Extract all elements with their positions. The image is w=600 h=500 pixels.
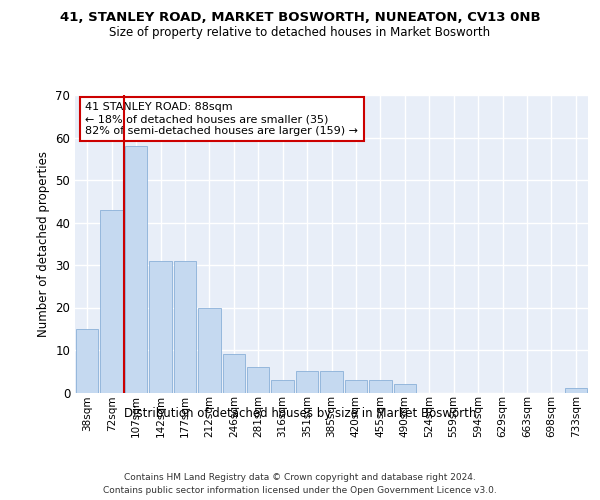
Bar	[296, 371, 319, 392]
Text: Contains HM Land Registry data © Crown copyright and database right 2024.: Contains HM Land Registry data © Crown c…	[124, 472, 476, 482]
Bar	[125, 146, 148, 392]
Bar	[198, 308, 221, 392]
Bar	[76, 329, 98, 392]
Bar	[565, 388, 587, 392]
Bar	[369, 380, 392, 392]
Text: Contains public sector information licensed under the Open Government Licence v3: Contains public sector information licen…	[103, 486, 497, 495]
Bar	[173, 261, 196, 392]
Bar	[223, 354, 245, 393]
Text: 41 STANLEY ROAD: 88sqm
← 18% of detached houses are smaller (35)
82% of semi-det: 41 STANLEY ROAD: 88sqm ← 18% of detached…	[85, 102, 358, 136]
Bar	[271, 380, 294, 392]
Y-axis label: Number of detached properties: Number of detached properties	[37, 151, 50, 337]
Bar	[247, 367, 269, 392]
Text: 41, STANLEY ROAD, MARKET BOSWORTH, NUNEATON, CV13 0NB: 41, STANLEY ROAD, MARKET BOSWORTH, NUNEA…	[59, 11, 541, 24]
Bar	[100, 210, 123, 392]
Bar	[344, 380, 367, 392]
Bar	[320, 371, 343, 392]
Text: Distribution of detached houses by size in Market Bosworth: Distribution of detached houses by size …	[124, 408, 476, 420]
Bar	[394, 384, 416, 392]
Text: Size of property relative to detached houses in Market Bosworth: Size of property relative to detached ho…	[109, 26, 491, 39]
Bar	[149, 261, 172, 392]
